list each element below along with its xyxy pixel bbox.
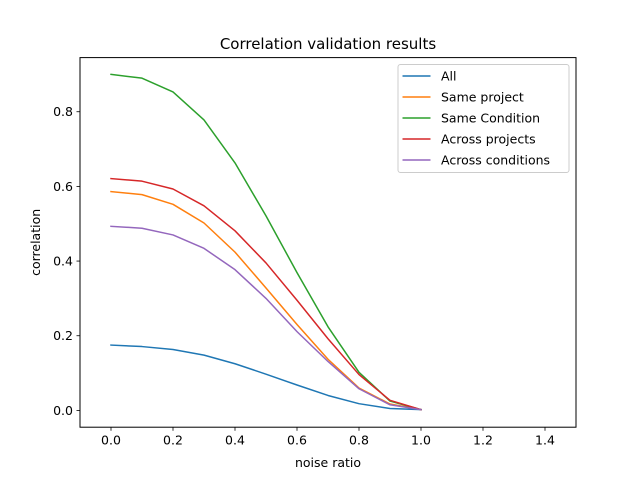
x-tick-label: 0.6 — [287, 433, 307, 448]
x-tick-label: 1.2 — [473, 433, 493, 448]
y-tick-label: 0.2 — [53, 328, 73, 343]
plot-frame — [79, 57, 577, 428]
legend-label: All — [441, 69, 457, 84]
y-tick-label: 0.4 — [53, 254, 73, 269]
x-tick-label: 1.0 — [411, 433, 431, 448]
x-axis-label: noise ratio — [295, 455, 361, 470]
x-tick-label: 0.2 — [163, 433, 183, 448]
legend-label: Across conditions — [441, 153, 550, 168]
legend-label: Same Condition — [441, 111, 540, 126]
series-line-across-conditions — [110, 225, 422, 411]
y-axis: 0.0 0.2 0.4 0.6 0.8 — [53, 104, 80, 418]
legend: All Same project Same Condition Across proj… — [397, 64, 570, 173]
chart-title: Correlation validation results — [220, 35, 437, 53]
series-line-across-projects — [110, 177, 422, 411]
y-tick-label: 0.0 — [53, 403, 73, 418]
series-line-same-condition — [110, 73, 422, 411]
series-layer — [110, 73, 422, 411]
x-tick-label: 1.4 — [535, 433, 555, 448]
x-axis: 0.0 0.2 0.4 0.6 0.8 1.0 1.2 1.4 — [101, 427, 555, 448]
series-line-all — [110, 344, 422, 411]
legend-label: Same project — [441, 90, 524, 105]
legend-label: Across projects — [441, 132, 536, 147]
x-tick-label: 0.4 — [225, 433, 245, 448]
y-tick-label: 0.8 — [53, 104, 73, 119]
x-tick-label: 0.8 — [349, 433, 369, 448]
y-axis-label: correlation — [28, 209, 43, 276]
y-tick-label: 0.6 — [53, 179, 73, 194]
x-tick-label: 0.0 — [101, 433, 121, 448]
legend-box — [397, 64, 570, 173]
